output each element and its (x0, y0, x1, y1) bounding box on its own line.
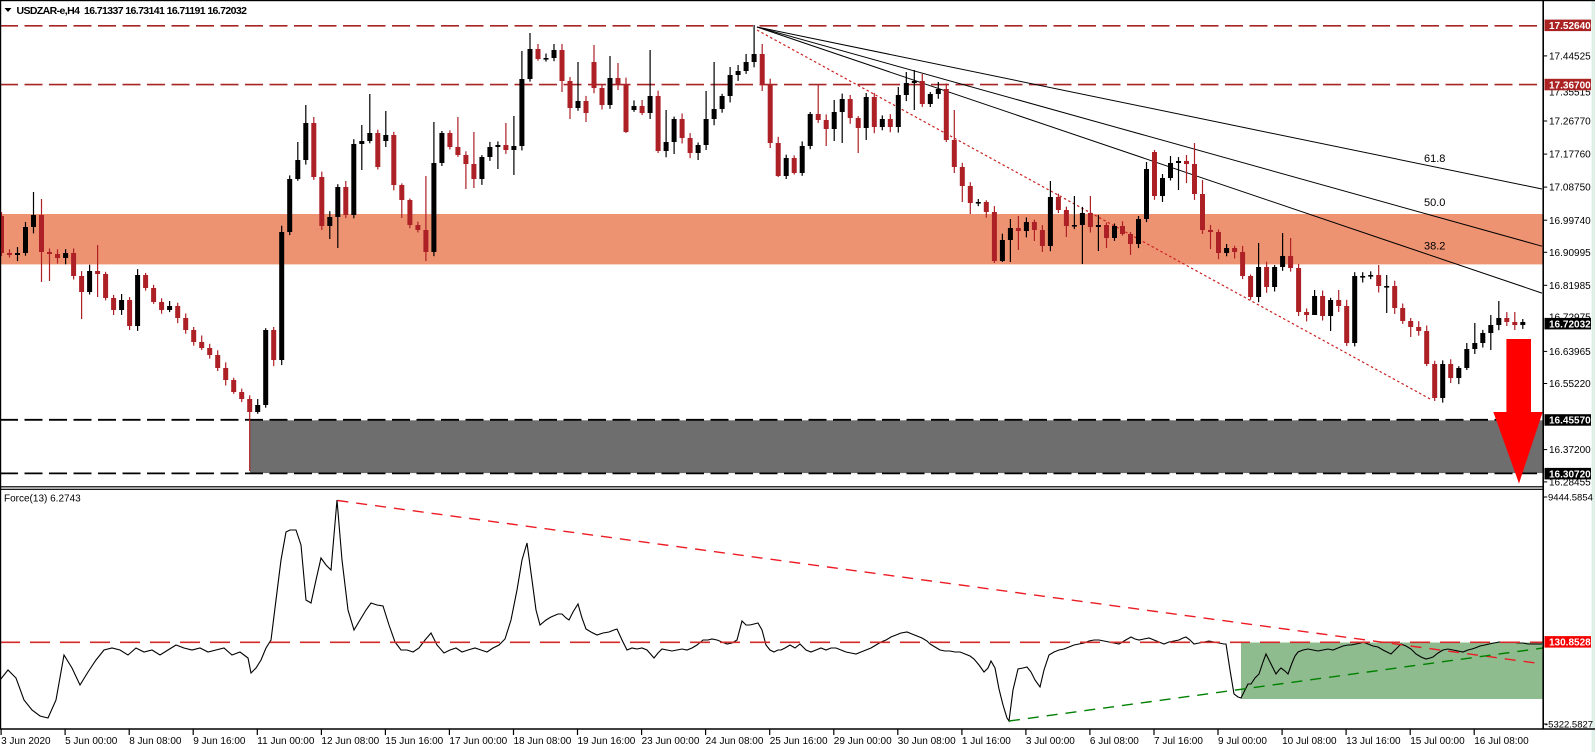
svg-text:USDZAR-e,H4 16.71337 16.73141: USDZAR-e,H4 16.71337 16.73141 16.71191 1… (17, 5, 248, 17)
svg-text:10 Jul 08:00: 10 Jul 08:00 (1282, 736, 1337, 747)
svg-text:15 Jul 00:00: 15 Jul 00:00 (1410, 736, 1465, 747)
svg-text:17.08750: 17.08750 (1549, 183, 1591, 194)
svg-text:3 Jul 00:00: 3 Jul 00:00 (1026, 736, 1075, 747)
svg-text:16.81985: 16.81985 (1549, 281, 1591, 292)
svg-text:16.30720: 16.30720 (1549, 469, 1591, 480)
svg-text:5 Jun 00:00: 5 Jun 00:00 (65, 736, 118, 747)
svg-text:17 Jun 00:00: 17 Jun 00:00 (449, 736, 507, 747)
svg-text:17.52640: 17.52640 (1549, 21, 1591, 32)
svg-text:17.26770: 17.26770 (1549, 117, 1591, 128)
svg-text:50.0: 50.0 (1424, 197, 1445, 209)
svg-text:16.28455: 16.28455 (1549, 478, 1591, 489)
svg-text:12 Jun 08:00: 12 Jun 08:00 (321, 736, 379, 747)
svg-text:17.36700: 17.36700 (1549, 80, 1591, 91)
svg-text:11 Jun 00:00: 11 Jun 00:00 (257, 736, 315, 747)
svg-text:16.37200: 16.37200 (1549, 445, 1591, 456)
svg-text:16.45570: 16.45570 (1549, 416, 1591, 427)
svg-text:Force(13) 6.2743: Force(13) 6.2743 (4, 494, 81, 505)
svg-text:7 Jul 16:00: 7 Jul 16:00 (1154, 736, 1203, 747)
svg-text:8 Jun 08:00: 8 Jun 08:00 (129, 736, 182, 747)
svg-text:24 Jun 08:00: 24 Jun 08:00 (706, 736, 764, 747)
svg-text:16.55220: 16.55220 (1549, 379, 1591, 390)
svg-text:30 Jun 08:00: 30 Jun 08:00 (898, 736, 956, 747)
svg-text:19 Jun 16:00: 19 Jun 16:00 (578, 736, 636, 747)
svg-text:13 Jul 16:00: 13 Jul 16:00 (1346, 736, 1401, 747)
svg-text:15 Jun 16:00: 15 Jun 16:00 (385, 736, 443, 747)
svg-text:130.8528: 130.8528 (1549, 638, 1591, 649)
svg-text:9 Jun 16:00: 9 Jun 16:00 (193, 736, 246, 747)
svg-text:16.72032: 16.72032 (1549, 319, 1591, 330)
svg-text:61.8: 61.8 (1424, 153, 1445, 165)
svg-text:9 Jul 00:00: 9 Jul 00:00 (1218, 736, 1267, 747)
svg-text:16.90995: 16.90995 (1549, 248, 1591, 259)
svg-text:17.35515: 17.35515 (1549, 87, 1591, 98)
svg-text:3 Jun 2020: 3 Jun 2020 (1, 736, 51, 747)
svg-text:25 Jun 16:00: 25 Jun 16:00 (770, 736, 828, 747)
svg-text:1 Jul 16:00: 1 Jul 16:00 (962, 736, 1011, 747)
svg-text:9444.5854: 9444.5854 (1548, 493, 1593, 504)
svg-text:16 Jul 08:00: 16 Jul 08:00 (1474, 736, 1529, 747)
svg-text:17.17760: 17.17760 (1549, 150, 1591, 161)
svg-text:23 Jun 00:00: 23 Jun 00:00 (642, 736, 700, 747)
svg-text:18 Jun 08:00: 18 Jun 08:00 (514, 736, 572, 747)
svg-text:17.44525: 17.44525 (1549, 52, 1591, 63)
svg-text:29 Jun 00:00: 29 Jun 00:00 (834, 736, 892, 747)
svg-text:16.63965: 16.63965 (1549, 347, 1591, 358)
svg-text:6 Jul 08:00: 6 Jul 08:00 (1090, 736, 1139, 747)
svg-text:-5322.5827: -5322.5827 (1545, 720, 1593, 731)
svg-text:16.99740: 16.99740 (1549, 216, 1591, 227)
svg-text:38.2: 38.2 (1424, 241, 1445, 253)
